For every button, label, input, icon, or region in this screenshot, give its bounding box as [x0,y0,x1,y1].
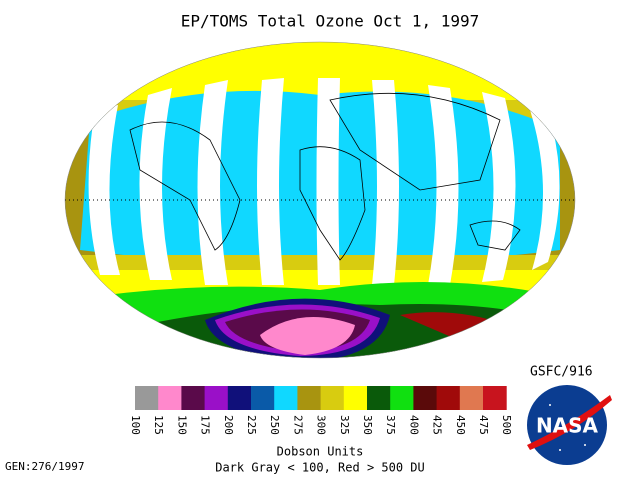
color-swatch [297,386,322,410]
tick-label: 475 [477,415,490,435]
globe-outline [64,41,576,359]
ozone-map [65,42,575,358]
org-label: GSFC/916 [530,365,593,380]
tick-label: 200 [222,415,235,435]
color-swatch [483,386,507,410]
tick-label: 250 [268,415,281,435]
gen-label: GEN:276/1997 [5,460,84,473]
tick-label: 300 [315,415,328,435]
tick-label: 275 [291,415,304,435]
color-swatch [135,386,159,410]
logo-text: NASA [536,414,599,438]
tick-label: 100 [129,415,142,435]
tick-label: 225 [245,415,258,435]
color-swatch [181,386,206,410]
color-swatch [367,386,391,410]
color-swatch [390,386,414,410]
color-swatch [227,386,252,410]
tick-label: 350 [361,415,374,435]
nasa-logo: NASA [527,385,612,465]
color-swatch [251,386,275,410]
color-swatch [274,386,298,410]
tick-label: 325 [338,415,351,435]
color-swatch [436,386,461,410]
color-bar: 100 125 150 175 200 225 250 275 300 325 350 375 400 4… [129,386,513,435]
range-note: Dark Gray < 100, Red > 500 DU [215,461,425,475]
tick-label: 450 [454,415,467,435]
unit-label: Dobson Units [277,445,364,459]
tick-label: 375 [384,415,397,435]
color-swatch [320,386,345,410]
tick-label: 150 [175,415,188,435]
color-swatch [204,386,229,410]
tick-label: 125 [152,415,165,435]
tick-label: 175 [199,415,212,435]
color-swatch [459,386,484,410]
title: EP/TOMS Total Ozone Oct 1, 1997 [181,12,480,31]
tick-label: 400 [407,415,420,435]
tick-label: 500 [500,415,513,435]
color-swatch [413,386,438,410]
tick-label: 425 [431,415,444,435]
color-swatch [343,386,368,410]
color-swatch [158,386,182,410]
